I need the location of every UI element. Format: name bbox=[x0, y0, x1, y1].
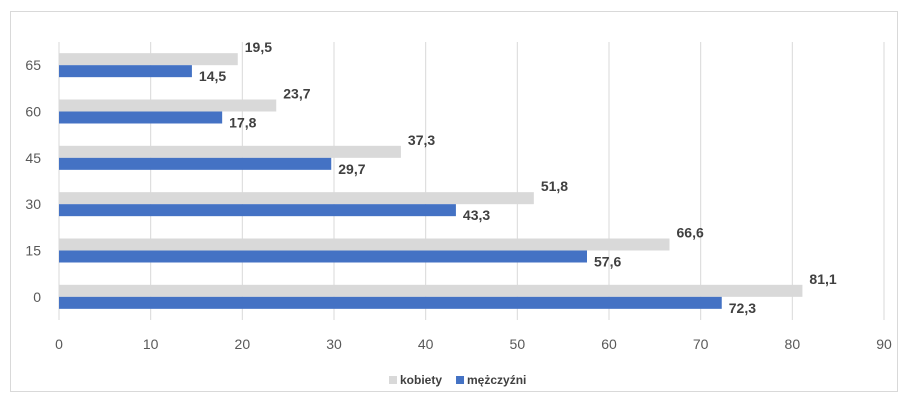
data-label: 19,5 bbox=[245, 39, 272, 55]
data-label: 81,1 bbox=[809, 271, 836, 287]
data-label: 43,3 bbox=[463, 207, 490, 223]
x-tick-label: 50 bbox=[510, 336, 526, 352]
bar-kobiety bbox=[59, 192, 534, 205]
data-label: 23,7 bbox=[283, 86, 310, 102]
y-tick-label: 60 bbox=[25, 104, 41, 120]
bar-mężczyźni bbox=[59, 204, 456, 217]
x-tick-label: 70 bbox=[693, 336, 709, 352]
x-tick-label: 80 bbox=[785, 336, 801, 352]
bar-mężczyźni bbox=[59, 65, 192, 78]
bar-kobiety bbox=[59, 53, 238, 66]
data-label: 72,3 bbox=[729, 300, 756, 316]
y-tick-label: 0 bbox=[33, 289, 41, 305]
data-label: 14,5 bbox=[199, 68, 226, 84]
y-tick-label: 65 bbox=[25, 57, 41, 73]
bar-mężczyźni bbox=[59, 111, 223, 124]
x-tick-label: 30 bbox=[326, 336, 342, 352]
y-tick-label: 30 bbox=[25, 196, 41, 212]
bar-mężczyźni bbox=[59, 157, 332, 170]
data-label: 17,8 bbox=[229, 115, 256, 131]
x-tick-label: 10 bbox=[143, 336, 159, 352]
data-label: 51,8 bbox=[541, 178, 568, 194]
x-tick-label: 20 bbox=[235, 336, 251, 352]
data-label: 66,6 bbox=[677, 225, 704, 241]
bar-kobiety bbox=[59, 238, 670, 251]
legend-label: kobiety bbox=[400, 373, 442, 387]
data-label: 37,3 bbox=[408, 132, 435, 148]
y-tick-label: 15 bbox=[25, 243, 41, 259]
x-tick-label: 60 bbox=[601, 336, 617, 352]
legend-swatch bbox=[389, 376, 397, 384]
bar-mężczyźni bbox=[59, 250, 587, 263]
legend-label: mężczyźni bbox=[467, 373, 526, 387]
legend-swatch bbox=[456, 376, 465, 384]
x-tick-label: 0 bbox=[55, 336, 63, 352]
x-tick-label: 40 bbox=[418, 336, 434, 352]
x-tick-label: 90 bbox=[876, 336, 892, 352]
bar-kobiety bbox=[59, 145, 401, 158]
bar-kobiety bbox=[59, 99, 277, 112]
y-tick-label: 45 bbox=[25, 150, 41, 166]
data-label: 29,7 bbox=[338, 161, 365, 177]
data-label: 57,6 bbox=[594, 254, 621, 270]
bar-kobiety bbox=[59, 284, 803, 297]
bar-mężczyźni bbox=[59, 296, 722, 309]
